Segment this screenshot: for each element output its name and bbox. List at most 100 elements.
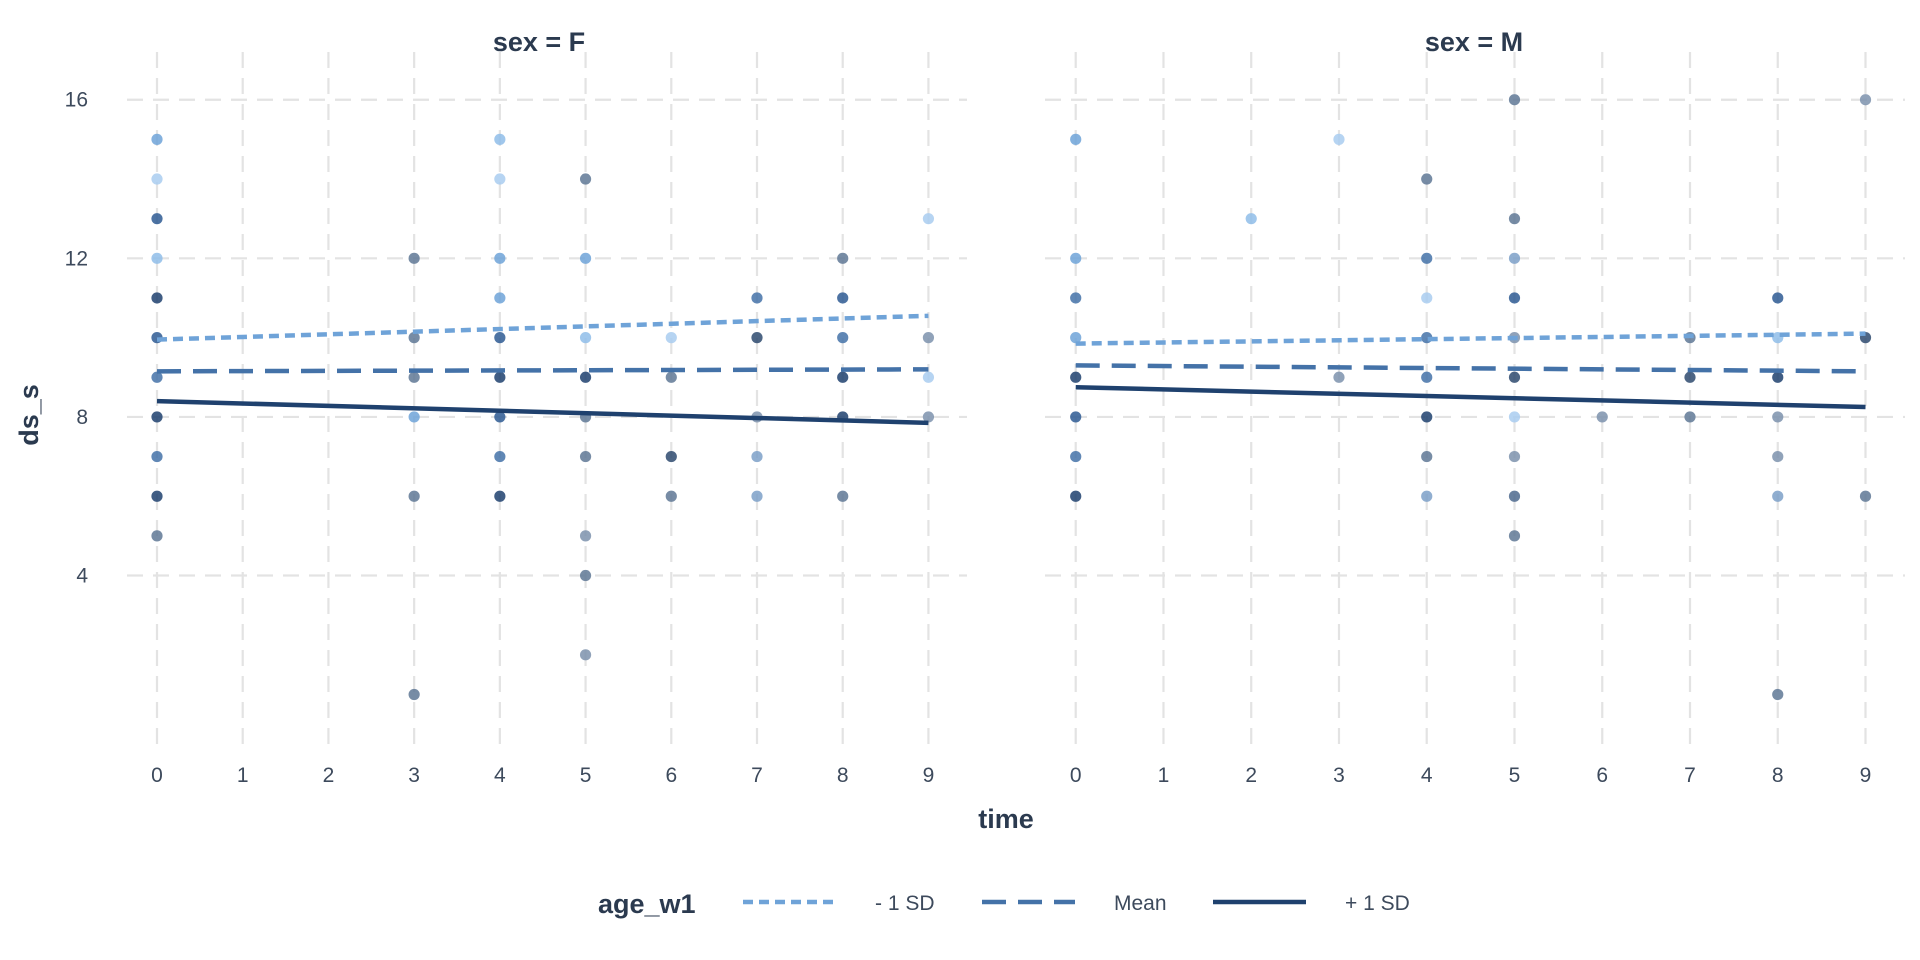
data-point [1508, 530, 1521, 542]
trend-line-sd [156, 398, 929, 426]
trend-line-sd [156, 313, 929, 342]
data-point [1333, 371, 1345, 383]
data-point [837, 332, 849, 344]
data-point [1508, 252, 1521, 264]
trend-line-mean [156, 367, 929, 374]
data-point [1070, 411, 1082, 423]
x-tick-label: 8 [837, 764, 849, 787]
data-point [837, 371, 849, 383]
legend-title: age_w1 [598, 889, 696, 919]
data-point [1245, 213, 1257, 225]
facet-strip-label-male: sex = M [1425, 27, 1523, 57]
data-point [751, 332, 763, 344]
data-point [579, 569, 592, 582]
data-point [579, 173, 592, 185]
data-point [665, 450, 677, 463]
data-point [1421, 450, 1433, 463]
facet-grid [1045, 52, 1905, 750]
trend-line-sd [1075, 384, 1866, 410]
x-tick-label: 9 [1860, 764, 1872, 787]
data-point [494, 450, 506, 463]
data-point [922, 213, 935, 225]
data-point [408, 688, 420, 701]
data-point [751, 490, 763, 502]
legend-keys: - 1 SD Mean + 1 SD [743, 892, 1410, 915]
data-point [1070, 292, 1082, 304]
data-point [1421, 371, 1433, 383]
x-tick-label: 6 [665, 764, 677, 787]
x-tick-label: 4 [494, 764, 506, 787]
data-point [494, 411, 506, 423]
data-point [579, 649, 592, 661]
data-point [408, 490, 420, 502]
data-point [408, 411, 420, 423]
data-point [151, 530, 163, 542]
data-point [922, 332, 935, 344]
data-point [1070, 490, 1082, 502]
data-point [1508, 371, 1521, 383]
data-point [1421, 411, 1433, 423]
data-point [1772, 490, 1784, 502]
x-tick-label: 3 [408, 764, 420, 787]
data-point [579, 450, 592, 463]
data-point [579, 332, 592, 344]
data-point [751, 292, 763, 304]
data-point [579, 371, 592, 383]
x-tick-label: 0 [151, 764, 163, 787]
x-tick-label: 2 [1245, 764, 1257, 787]
data-point [1508, 450, 1521, 463]
data-point [1508, 411, 1521, 423]
facet-panel-male: sex = M 0 1 2 3 4 5 6 7 8 9 [1045, 27, 1905, 787]
data-point [1421, 292, 1433, 304]
data-point [1772, 292, 1784, 304]
y-axis-tick-labels: 4 8 12 16 [65, 89, 89, 588]
data-point [1859, 490, 1872, 502]
data-point [1070, 252, 1082, 264]
legend-key-label: + 1 SD [1345, 892, 1410, 915]
data-point [408, 332, 420, 344]
data-point [151, 173, 163, 185]
facet-strip-label-female: sex = F [493, 27, 585, 57]
facet-grid [127, 52, 967, 750]
data-point [665, 371, 677, 383]
data-point [1508, 213, 1521, 225]
data-point [751, 450, 763, 463]
data-point [1772, 371, 1784, 383]
facet-points [1070, 94, 1872, 701]
data-point [1772, 688, 1784, 701]
data-point [1070, 133, 1082, 145]
data-point [1684, 371, 1696, 383]
data-point [1070, 371, 1082, 383]
data-point [494, 490, 506, 502]
data-point [494, 332, 506, 344]
data-point [408, 252, 420, 264]
facet-trend-lines [1075, 331, 1866, 410]
data-point [1859, 94, 1872, 106]
x-tick-label: 5 [1509, 764, 1521, 787]
x-tick-label: 4 [1421, 764, 1433, 787]
data-point [494, 252, 506, 264]
facet-trend-lines [156, 313, 929, 426]
facet-x-tick-labels: 0 1 2 3 4 5 6 7 8 9 [151, 764, 934, 787]
data-point [837, 292, 849, 304]
data-point [151, 450, 163, 463]
legend-key-label: Mean [1114, 892, 1167, 915]
data-point [665, 332, 677, 344]
x-tick-label: 5 [580, 764, 592, 787]
x-tick-label: 8 [1772, 764, 1784, 787]
x-tick-label: 0 [1070, 764, 1082, 787]
x-tick-label: 9 [923, 764, 935, 787]
data-point [151, 133, 163, 145]
data-point [494, 292, 506, 304]
data-point [1421, 173, 1433, 185]
data-point [1772, 450, 1784, 463]
data-point [922, 411, 935, 423]
data-point [1421, 252, 1433, 264]
facet-panel-female: sex = F 0 1 2 3 4 5 6 7 8 9 [127, 27, 967, 787]
data-point [1596, 411, 1608, 423]
data-point [151, 213, 163, 225]
data-point [1508, 292, 1521, 304]
data-point [151, 292, 163, 304]
data-point [1070, 450, 1082, 463]
